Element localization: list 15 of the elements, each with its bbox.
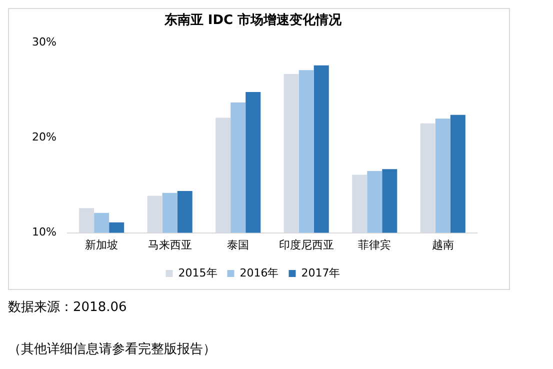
y-tick-label: 10% (32, 226, 56, 239)
chart-title: 东南亚 IDC 市场增速变化情况 (163, 12, 343, 28)
text: （其他详细信息请参看完整版报告） (8, 341, 217, 358)
legend-label: 2017年 (301, 266, 340, 280)
legend-label: 2016年 (240, 266, 279, 280)
x-tick-label: 越南 (432, 238, 454, 252)
x-tick-label: 马来西亚 (148, 238, 192, 252)
source-note: 数据来源：2018.06 (8, 299, 128, 316)
x-tick-label: 泰国 (227, 238, 250, 252)
x-tick-label: 新加坡 (85, 238, 118, 252)
x-tick-label: 菲律宾 (358, 238, 392, 252)
legend-label: 2015年 (178, 266, 218, 280)
y-tick-label: 20% (32, 130, 56, 144)
x-tick-label: 印度尼西亚 (278, 238, 334, 252)
y-tick-label: 30% (32, 35, 56, 48)
